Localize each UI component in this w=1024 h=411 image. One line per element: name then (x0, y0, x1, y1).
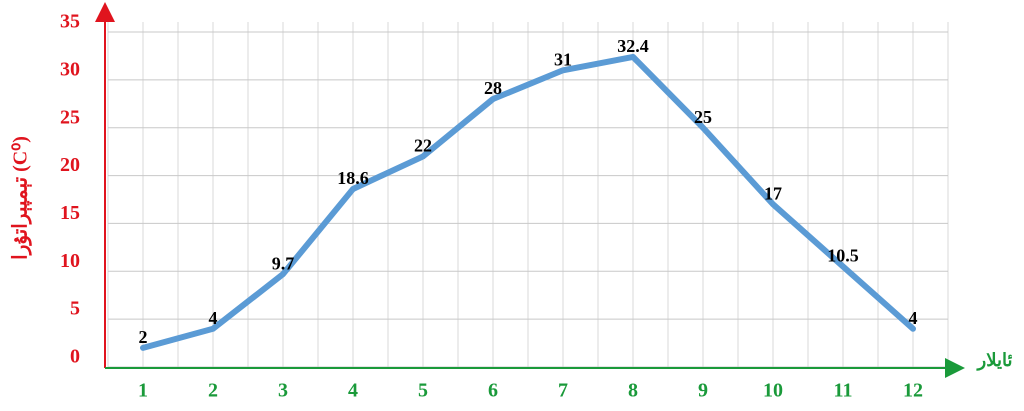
x-tick-label: 2 (208, 380, 218, 402)
y-tick-label: 20 (60, 154, 80, 176)
value-label: 2 (139, 327, 148, 347)
x-tick-label: 9 (698, 380, 708, 402)
y-tick-label: 25 (60, 106, 80, 128)
x-tick-label: 3 (278, 380, 288, 402)
x-tick-label: 12 (903, 380, 923, 402)
value-label: 10.5 (827, 246, 859, 266)
x-tick-label: 1 (138, 380, 148, 402)
x-tick-label: 10 (763, 380, 783, 402)
x-tick-label: 6 (488, 380, 498, 402)
x-tick-label: 11 (834, 380, 853, 402)
x-tick-label: 5 (418, 380, 428, 402)
value-label: 9.7 (272, 253, 295, 273)
value-label: 22 (414, 136, 432, 156)
x-tick-label: 7 (558, 380, 568, 402)
value-label: 28 (484, 78, 502, 98)
value-label: 4 (209, 308, 218, 328)
y-tick-label: 30 (60, 58, 80, 80)
x-tick-label: 4 (348, 380, 358, 402)
y-axis-label: تېمپېراتۇرا (C⁰) (10, 136, 33, 260)
value-label: 18.6 (337, 168, 369, 188)
y-tick-label: 35 (60, 11, 80, 33)
y-tick-label: 5 (70, 298, 80, 320)
grid (107, 22, 949, 368)
value-label: 25 (694, 107, 712, 127)
value-label: 4 (909, 308, 918, 328)
y-tick-label: 10 (60, 250, 80, 272)
y-tick-label: 15 (60, 202, 80, 224)
line (140, 53, 916, 351)
x-tick-label: 8 (628, 380, 638, 402)
value-label: 31 (554, 49, 572, 69)
value-label: 32.4 (617, 36, 649, 56)
y-tick-label: 0 (70, 346, 80, 368)
value-label: 17 (764, 183, 782, 203)
x-axis-label: ئايلار (976, 350, 1013, 371)
